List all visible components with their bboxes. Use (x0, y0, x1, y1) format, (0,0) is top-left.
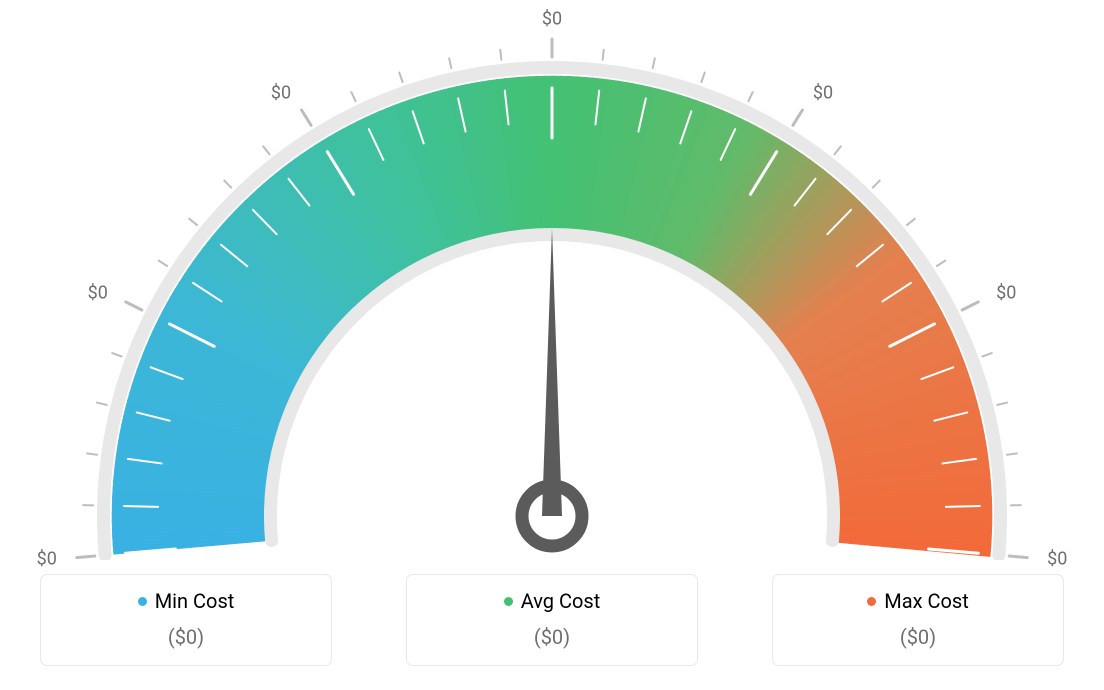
legend-label-avg: Avg Cost (521, 589, 601, 613)
gauge-tick-label: $0 (37, 549, 57, 570)
legend-label-max: Max Cost (884, 589, 969, 613)
gauge-tick-label: $0 (1047, 549, 1067, 570)
gauge-wrap: $0$0$0$0$0$0$0 (0, 0, 1104, 560)
legend-dot-max (867, 597, 876, 606)
legend-title-avg: Avg Cost (504, 589, 601, 613)
legend-row: Min Cost ($0) Avg Cost ($0) Max Cost ($0… (0, 574, 1104, 690)
gauge-tick-label: $0 (271, 82, 291, 103)
gauge-svg (0, 0, 1104, 560)
gauge-tick-label: $0 (996, 282, 1016, 303)
gauge-chart-container: $0 $0 $0 $0 $0 $0 $0 Min Cost ($0) Avg Cost ($… (0, 0, 1104, 690)
legend-value-min: ($0) (41, 625, 331, 649)
legend-title-max: Max Cost (867, 589, 969, 613)
legend-card-max: Max Cost ($0) (772, 574, 1064, 666)
legend-value-avg: ($0) (407, 625, 697, 649)
legend-dot-avg (504, 597, 513, 606)
legend-title-min: Min Cost (138, 589, 235, 613)
gauge-tick-label: $0 (813, 82, 833, 103)
legend-card-avg: Avg Cost ($0) (406, 574, 698, 666)
legend-value-max: ($0) (773, 625, 1063, 649)
legend-dot-min (138, 597, 147, 606)
gauge-tick-label: $0 (542, 9, 562, 30)
legend-card-min: Min Cost ($0) (40, 574, 332, 666)
legend-label-min: Min Cost (155, 589, 235, 613)
gauge-tick-label: $0 (88, 282, 108, 303)
